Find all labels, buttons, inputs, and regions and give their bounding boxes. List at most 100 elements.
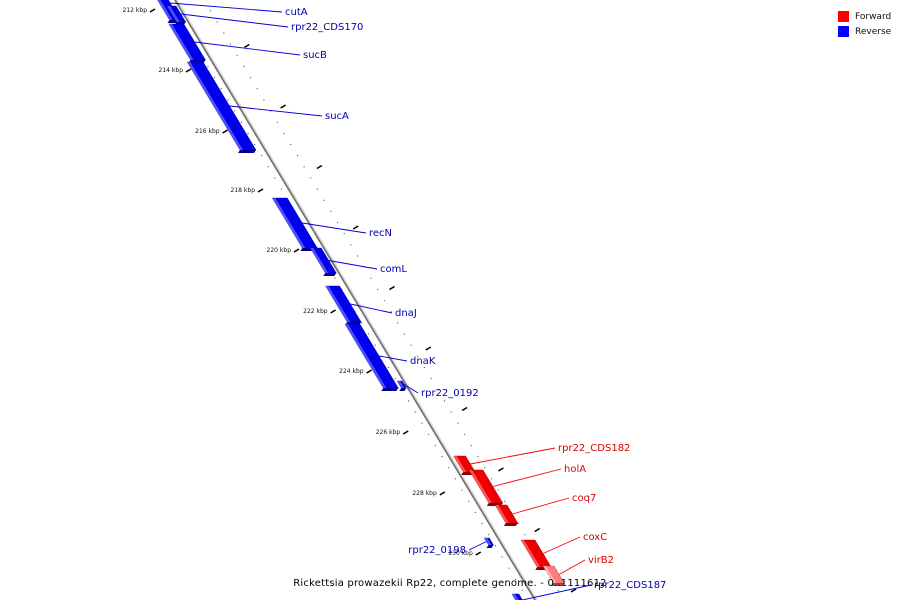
gene-label-holA[interactable]: holA (564, 464, 586, 475)
gene-cap (551, 583, 565, 586)
gene-rpr22_CDS187[interactable] (511, 593, 526, 600)
tick-minor (316, 164, 323, 170)
leader-line (180, 13, 289, 28)
tick-label: 224 kbp (339, 368, 364, 375)
leader-line (302, 222, 367, 234)
leader-line (542, 536, 581, 554)
gene-highlight (168, 24, 194, 60)
leader-line (194, 41, 301, 56)
tick-major: 212 kbp (123, 7, 156, 14)
gene-label-rpr22_0198[interactable]: rpr22_0198 (408, 545, 466, 556)
leader-line (170, 2, 283, 13)
legend-item-reverse: Reverse (838, 24, 891, 39)
gene-rpr22_0192[interactable] (396, 380, 407, 391)
gene-coxC[interactable] (520, 539, 552, 570)
gene-highlight (272, 198, 306, 248)
tick-label: 226 kbp (376, 429, 401, 436)
gene-highlight (344, 324, 387, 388)
gene-highlight (453, 456, 467, 472)
gene-sucB[interactable] (168, 23, 206, 63)
gene-cap (323, 273, 337, 276)
gene-highlight (469, 470, 492, 503)
tick-minor (497, 467, 504, 472)
gene-label-comL[interactable]: comL (380, 264, 407, 275)
gene-rpr22_CDS182[interactable] (453, 455, 476, 475)
gene-label-cutA[interactable]: cutA (285, 7, 308, 18)
gene-label-rpr22_CDS187[interactable]: rpr22_CDS187 (594, 580, 666, 591)
leader-line (492, 468, 562, 487)
tick-major: 222 kbp (303, 308, 337, 315)
leader-line (558, 559, 586, 575)
gene-label-dnaK[interactable]: dnaK (410, 356, 436, 367)
gene-label-coq7[interactable]: coq7 (572, 493, 596, 504)
gene-comL[interactable] (309, 247, 337, 276)
leader-line (229, 105, 323, 117)
forward-swatch (838, 11, 849, 22)
tick-marks: 212 kbp 214 kbp 216 kbp 218 kbp 220 kbp 222 k… (123, 7, 577, 593)
gene-highlight (521, 540, 541, 567)
gene-sucA[interactable] (186, 61, 257, 153)
gene-label-virB2[interactable]: virB2 (588, 555, 614, 566)
leader-line (468, 541, 487, 551)
gene-label-recN[interactable]: recN (369, 228, 392, 239)
gene-label-coxC[interactable]: coxC (583, 532, 607, 543)
gene-highlight (310, 248, 329, 273)
tick-label: 212 kbp (123, 7, 148, 14)
legend: Forward Reverse (838, 9, 891, 39)
tick-minor (352, 225, 359, 230)
map-caption: Rickettsia prowazekii Rp22, complete gen… (293, 578, 607, 589)
tick-minor (570, 588, 577, 593)
legend-label-forward: Forward (855, 11, 892, 22)
gene-label-rpr22_0192[interactable]: rpr22_0192 (421, 388, 479, 399)
gene-dnaK[interactable] (344, 323, 399, 391)
gene-cap (503, 523, 518, 526)
tick-major: 230 kbp (448, 550, 482, 557)
gene-highlight (397, 381, 405, 388)
leader-line (512, 497, 570, 515)
backbone (174, 0, 538, 600)
reverse-swatch (838, 26, 849, 37)
leader-line (522, 584, 592, 600)
tick-major: 218 kbp (231, 187, 264, 194)
tick-minor (389, 285, 395, 291)
tick-major: 216 kbp (195, 128, 229, 135)
legend-item-forward: Forward (838, 9, 891, 24)
gene-highlight (325, 286, 351, 322)
tick-minor (461, 406, 468, 412)
gene-rpr22_0198[interactable] (483, 537, 494, 548)
gene-highlight (495, 505, 509, 523)
tick-label: 228 kbp (412, 490, 437, 497)
tick-label: 218 kbp (231, 187, 256, 194)
gene-highlight (187, 62, 243, 150)
tick-minor (534, 527, 541, 533)
tick-minor (280, 104, 287, 109)
tick-major: 214 kbp (159, 67, 192, 74)
leader-line (403, 384, 419, 394)
gene-label-rpr22_CDS170[interactable]: rpr22_CDS170 (291, 22, 363, 33)
leader-line (350, 303, 393, 314)
tick-label: 216 kbp (195, 128, 220, 135)
gene-coq7[interactable] (494, 504, 519, 526)
gene-highlight (543, 566, 557, 583)
gene-cap (399, 388, 407, 391)
tick-minor (425, 346, 432, 351)
legend-label-reverse: Reverse (855, 26, 892, 37)
tick-minor (243, 43, 250, 49)
gene-highlight (511, 594, 519, 600)
tick-label: 230 kbp (448, 550, 473, 557)
tick-major: 220 kbp (267, 247, 300, 254)
tick-major: 226 kbp (376, 429, 409, 436)
tick-label: 222 kbp (303, 308, 328, 315)
gene-holA[interactable] (468, 469, 504, 506)
leader-line (328, 260, 378, 270)
gene-label-dnaJ[interactable]: dnaJ (395, 308, 417, 319)
gene-highlight (484, 538, 492, 545)
gene-dnaJ[interactable] (325, 285, 362, 325)
features (157, 0, 565, 600)
leader-line (379, 355, 408, 362)
gene-label-sucA[interactable]: sucA (325, 111, 349, 122)
gene-virB2[interactable] (542, 565, 565, 586)
gene-label-sucB[interactable]: sucB (303, 50, 327, 61)
gene-label-rpr22_CDS182[interactable]: rpr22_CDS182 (558, 443, 630, 454)
